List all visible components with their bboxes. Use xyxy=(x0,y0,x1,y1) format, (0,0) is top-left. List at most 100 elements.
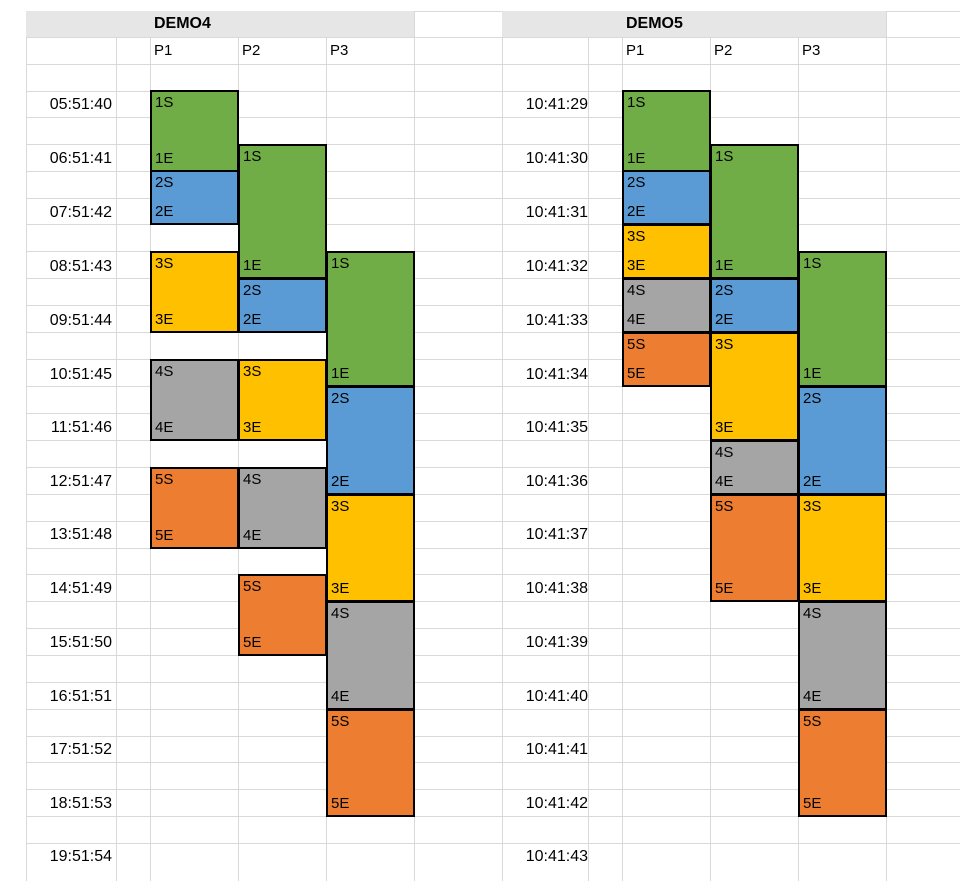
gridline-h xyxy=(26,305,960,306)
demo4-p1-job2[interactable] xyxy=(150,170,239,225)
demo4-p3-job3-start-label: 3S xyxy=(331,498,350,515)
demo5-p2-job4[interactable] xyxy=(710,440,799,495)
demo4-p2-job2-start-label: 2S xyxy=(243,282,262,299)
gridline-v xyxy=(622,11,623,881)
gridline-h xyxy=(26,816,960,817)
gridline-h xyxy=(26,11,960,12)
demo5-p3-job4[interactable] xyxy=(798,601,887,710)
demo5-p1-job1[interactable] xyxy=(622,90,711,172)
demo4-p3-job1-end-label: 1E xyxy=(331,365,350,382)
demo4-time-label: 18:51:53 xyxy=(49,795,112,812)
demo4-time-label: 06:51:41 xyxy=(49,150,112,167)
demo5-p1-job2[interactable] xyxy=(622,170,711,225)
gridline-h xyxy=(26,843,960,844)
demo4-p2-job5-end-label: 5E xyxy=(243,634,262,651)
demo5-column-label-p2: P2 xyxy=(714,42,733,59)
demo5-p2-job5[interactable] xyxy=(710,494,799,602)
demo4-p1-job4-start-label: 4S xyxy=(155,363,174,380)
demo5-p2-job3-start-label: 3S xyxy=(715,336,734,353)
demo5-p2-job2[interactable] xyxy=(710,278,799,333)
demo4-time-label: 08:51:43 xyxy=(49,258,112,275)
demo5-time-label: 10:41:29 xyxy=(525,96,588,113)
gridline-h xyxy=(26,278,960,279)
demo5-p2-job4-start-label: 4S xyxy=(715,444,734,461)
demo5-p1-job3-start-label: 3S xyxy=(627,228,646,245)
demo5-p1-job1-end-label: 1E xyxy=(627,150,646,167)
gridline-h xyxy=(26,521,960,522)
demo4-column-label-p1: P1 xyxy=(154,42,173,59)
demo5-time-label: 10:41:35 xyxy=(525,419,588,436)
demo5-p1-job2-end-label: 2E xyxy=(627,203,646,220)
demo5-p3-job3-start-label: 3S xyxy=(803,498,822,515)
demo5-column-label-p1: P1 xyxy=(626,42,645,59)
gridline-h xyxy=(26,628,960,629)
demo4-p1-job4-end-label: 4E xyxy=(155,419,174,436)
demo4-p1-job5[interactable] xyxy=(150,467,239,549)
demo4-p3-job4[interactable] xyxy=(326,601,415,710)
demo4-p2-job5-start-label: 5S xyxy=(243,578,262,595)
gridline-h xyxy=(26,709,960,710)
gridline-h xyxy=(26,467,960,468)
demo5-column-label-p3: P3 xyxy=(802,42,821,59)
demo4-p1-job2-end-label: 2E xyxy=(155,203,174,220)
demo4-time-label: 10:51:45 xyxy=(49,366,112,383)
demo5-p3-job5[interactable] xyxy=(798,709,887,817)
demo4-column-label-p2: P2 xyxy=(242,42,261,59)
gridline-h xyxy=(26,736,960,737)
demo5-time-label: 10:41:41 xyxy=(525,741,588,758)
demo4-p2-job1-end-label: 1E xyxy=(243,257,262,274)
gridline-h xyxy=(26,682,960,683)
demo4-p1-job1[interactable] xyxy=(150,90,239,172)
demo5-p1-job5-end-label: 5E xyxy=(627,365,646,382)
demo5-p1-job5[interactable] xyxy=(622,332,711,387)
demo4-p2-job1[interactable] xyxy=(238,144,327,279)
demo4-p3-job3[interactable] xyxy=(326,494,415,602)
gridline-h xyxy=(26,359,960,360)
demo5-time-label: 10:41:39 xyxy=(525,634,588,651)
demo4-p1-job4[interactable] xyxy=(150,359,239,441)
gridline-h xyxy=(26,332,960,333)
demo5-p3-job1-start-label: 1S xyxy=(803,255,822,272)
demo5-p3-job5-start-label: 5S xyxy=(803,713,822,730)
demo4-p2-job4-start-label: 4S xyxy=(243,471,262,488)
demo4-time-label: 14:51:49 xyxy=(49,580,112,597)
gridline-v xyxy=(588,11,589,881)
demo5-p1-job1-start-label: 1S xyxy=(627,94,646,111)
demo5-time-label: 10:41:37 xyxy=(525,526,588,543)
demo4-p3-job5[interactable] xyxy=(326,709,415,817)
demo4-p2-job3-start-label: 3S xyxy=(243,363,262,380)
demo5-p3-job4-end-label: 4E xyxy=(803,688,822,705)
demo5-p3-job4-start-label: 4S xyxy=(803,605,822,622)
demo5-p1-job5-start-label: 5S xyxy=(627,336,646,353)
demo5-p1-job3-end-label: 3E xyxy=(627,257,646,274)
demo4-time-label: 12:51:47 xyxy=(49,473,112,490)
demo4-p2-job5[interactable] xyxy=(238,574,327,656)
demo5-time-label: 10:41:32 xyxy=(525,258,588,275)
demo4-p2-job4[interactable] xyxy=(238,467,327,549)
demo5-p2-job3-end-label: 3E xyxy=(715,419,734,436)
gridline-h xyxy=(26,413,960,414)
demo5-time-label: 10:41:34 xyxy=(525,366,588,383)
demo5-time-label: 10:41:38 xyxy=(525,580,588,597)
demo4-p3-job2[interactable] xyxy=(326,386,415,495)
demo4-p1-job3[interactable] xyxy=(150,251,239,333)
demo5-p3-job1[interactable] xyxy=(798,251,887,387)
demo4-time-label: 05:51:40 xyxy=(49,96,112,113)
gridline-h xyxy=(26,37,960,38)
demo5-time-label: 10:41:31 xyxy=(525,204,588,221)
demo5-p2-job1[interactable] xyxy=(710,144,799,279)
demo5-p3-job2-end-label: 2E xyxy=(803,473,822,490)
demo4-p1-job2-start-label: 2S xyxy=(155,174,174,191)
gridline-h xyxy=(26,494,960,495)
demo4-time-label: 15:51:50 xyxy=(49,634,112,651)
gridline-h xyxy=(26,655,960,656)
gridline-h xyxy=(26,548,960,549)
demo5-p3-job2-start-label: 2S xyxy=(803,390,822,407)
gridline-h xyxy=(26,386,960,387)
demo4-p1-job1-start-label: 1S xyxy=(155,94,174,111)
demo4-time-label: 16:51:51 xyxy=(49,688,112,705)
demo4-time-label: 09:51:44 xyxy=(49,312,112,329)
demo4-p2-job2[interactable] xyxy=(238,278,327,333)
gridline-h xyxy=(26,91,960,92)
